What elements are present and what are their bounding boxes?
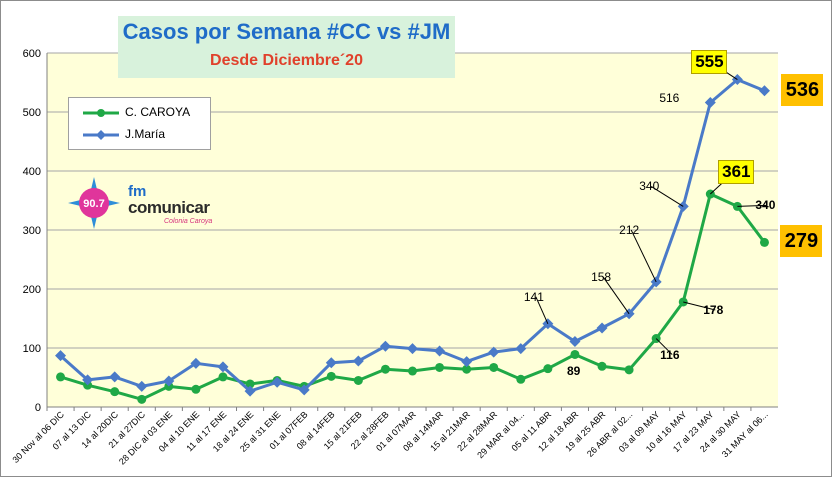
title-box: Casos por Semana #CC vs #JM Desde Diciem… <box>118 16 455 78</box>
point-cc <box>624 365 634 375</box>
point-jm <box>190 357 202 369</box>
point-jm <box>434 345 446 357</box>
data-label: 361 <box>718 160 755 184</box>
data-label: 555 <box>691 49 728 74</box>
y-tick-label: 400 <box>23 166 41 178</box>
point-cc <box>408 366 417 376</box>
logo-place: Colonia Caroya <box>164 218 213 225</box>
point-cc <box>191 384 201 394</box>
data-label: 158 <box>591 269 612 284</box>
point-cc <box>597 361 607 371</box>
data-label: 516 <box>659 90 680 105</box>
point-cc <box>110 387 120 397</box>
chart-subtitle: Desde Diciembre´20 <box>210 52 363 69</box>
legend-swatch-jm <box>83 130 119 140</box>
point-cc <box>570 349 580 359</box>
point-cc <box>380 364 390 374</box>
y-tick-label: 100 <box>23 343 41 355</box>
logo-brand: comunicar <box>128 198 210 217</box>
logo-fm: fm <box>128 183 147 200</box>
point-jm <box>461 356 473 368</box>
data-label: 340 <box>639 179 660 194</box>
y-tick-label: 0 <box>35 402 41 414</box>
point-jm <box>569 336 581 348</box>
point-cc <box>435 362 445 372</box>
data-label-leader <box>630 229 657 283</box>
data-label: 340 <box>755 198 776 213</box>
point-cc <box>759 237 769 247</box>
fm-comunicar-logo: 90.7 fm comunicar Colonia Caroya <box>68 177 228 233</box>
point-jm <box>407 343 418 355</box>
data-label-leader <box>655 338 673 355</box>
logo-frequency: 90.7 <box>83 198 104 210</box>
legend-swatch-cc <box>83 109 119 117</box>
point-jm <box>271 376 283 388</box>
data-label: 141 <box>523 289 544 304</box>
point-cc <box>516 374 526 384</box>
point-jm <box>109 371 121 383</box>
radio-badge-icon: 90.7 <box>68 177 120 229</box>
y-tick-label: 600 <box>23 48 41 60</box>
y-tick-label: 200 <box>23 284 41 296</box>
point-jm <box>704 97 716 109</box>
point-jm <box>515 343 527 355</box>
legend-label-jm: J.María <box>125 127 166 141</box>
data-label: 536 <box>781 73 824 106</box>
y-tick-label: 500 <box>23 107 41 119</box>
point-jm <box>352 355 364 367</box>
point-cc <box>56 372 66 382</box>
point-cc <box>137 394 147 404</box>
data-label: 89 <box>566 364 581 379</box>
data-label-leader <box>602 276 630 315</box>
point-jm <box>758 85 770 97</box>
data-label-leader <box>650 185 684 207</box>
data-label-leader <box>683 301 716 311</box>
legend-label-cc: C. CAROYA <box>125 105 191 119</box>
data-label: 212 <box>619 222 640 237</box>
point-cc <box>543 364 553 374</box>
point-cc <box>218 372 228 382</box>
data-label-leader <box>737 204 768 207</box>
data-label: 279 <box>780 225 823 258</box>
data-label-leader <box>535 296 549 325</box>
point-jm <box>163 375 175 387</box>
point-cc <box>353 375 363 385</box>
data-label: 178 <box>703 302 724 317</box>
point-jm <box>244 385 256 397</box>
point-jm <box>379 340 391 352</box>
chart-title: Casos por Semana #CC vs #JM <box>122 19 451 44</box>
point-cc <box>489 362 499 372</box>
point-jm <box>488 346 500 358</box>
point-cc <box>245 379 255 389</box>
point-jm <box>596 322 608 334</box>
point-jm <box>217 361 229 373</box>
point-cc <box>462 364 472 374</box>
y-tick-label: 300 <box>23 225 41 237</box>
point-cc <box>326 371 336 381</box>
x-tick-label: 29 MAR al 04... <box>475 409 526 460</box>
point-jm <box>55 350 67 362</box>
legend: C. CAROYA J.María <box>68 97 211 150</box>
point-jm <box>136 380 148 392</box>
point-jm <box>298 384 310 396</box>
data-label: 116 <box>660 347 680 362</box>
point-jm <box>325 357 337 369</box>
point-jm <box>82 374 94 386</box>
